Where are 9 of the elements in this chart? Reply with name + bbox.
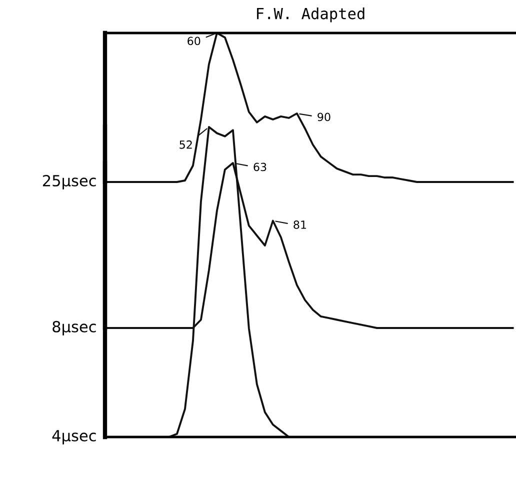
annotation: 90 bbox=[318, 112, 330, 122]
annotation: 52 bbox=[180, 140, 192, 149]
y-axis-title: 25μsec bbox=[42, 174, 96, 190]
annotation: 60 bbox=[188, 36, 200, 46]
chart-title: F.W. Adapted bbox=[257, 8, 364, 22]
annotation: 63 bbox=[254, 162, 266, 172]
annotation: 81 bbox=[294, 220, 306, 229]
y-axis-title: 8μsec bbox=[52, 320, 96, 336]
y-axis-title: 4μsec bbox=[52, 430, 96, 444]
